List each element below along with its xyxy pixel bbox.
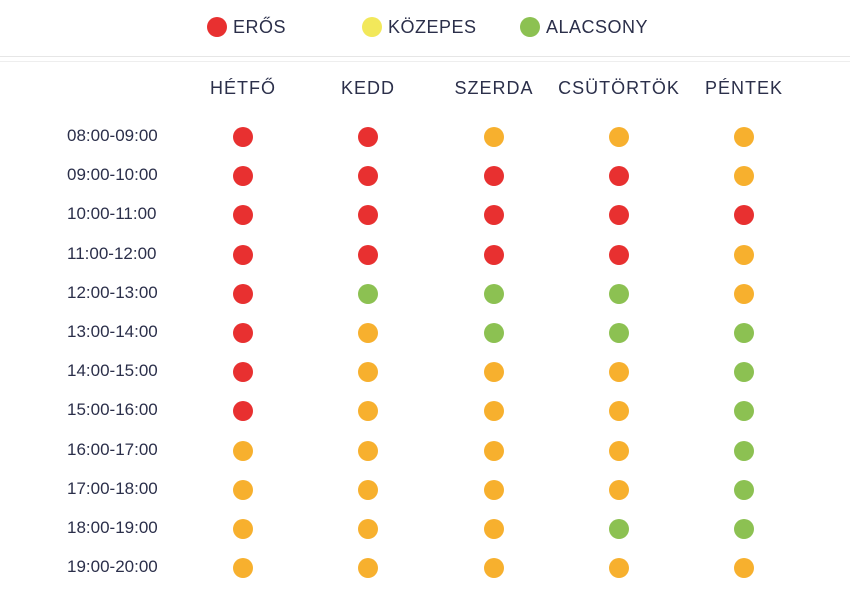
time-slot-label: 16:00-17:00 xyxy=(67,439,158,459)
level-dot-medium xyxy=(609,479,629,500)
level-dot-medium xyxy=(358,479,378,500)
level-dot-medium xyxy=(609,558,629,579)
level-dot-high xyxy=(358,205,378,226)
level-dot-medium xyxy=(233,558,253,579)
level-dot-medium xyxy=(609,127,629,147)
level-dot-medium xyxy=(484,519,504,539)
level-dot-low xyxy=(609,323,629,343)
level-dot-medium xyxy=(734,283,754,304)
legend-label-alacsony: ALACSONY xyxy=(546,16,649,37)
level-dot-low xyxy=(609,283,629,304)
legend-label-kozepes: KÖZEPES xyxy=(388,16,477,37)
level-dot-low xyxy=(734,479,754,500)
level-dot-high xyxy=(358,127,378,147)
day-header: HÉTFŐ xyxy=(210,78,276,98)
level-dot-low xyxy=(484,283,504,304)
level-dot-high xyxy=(734,205,754,226)
legend-item-kozepes: KÖZEPES xyxy=(362,14,477,40)
legend-dot-kozepes xyxy=(362,17,382,37)
level-dot-medium xyxy=(734,127,754,147)
legend-item-alacsony: ALACSONY xyxy=(520,14,648,40)
level-dot-high xyxy=(233,127,253,147)
level-dot-high xyxy=(358,166,378,187)
time-slot-label: 17:00-18:00 xyxy=(67,478,158,498)
level-dot-high xyxy=(233,205,253,226)
time-slot-label: 10:00-11:00 xyxy=(67,204,157,224)
level-dot-high xyxy=(609,166,629,187)
day-header: SZERDA xyxy=(454,78,534,98)
level-dot-medium xyxy=(358,558,378,579)
level-dot-medium xyxy=(484,440,504,461)
level-dot-medium xyxy=(484,401,504,422)
level-dot-high xyxy=(233,283,253,304)
time-slot-label: 13:00-14:00 xyxy=(67,322,158,341)
level-dot-medium xyxy=(609,440,629,461)
level-dot-medium xyxy=(484,479,504,500)
legend-dot-alacsony xyxy=(520,17,540,37)
level-dot-high xyxy=(233,401,253,422)
level-dot-medium xyxy=(358,362,378,383)
level-dot-medium xyxy=(358,323,378,343)
level-dot-medium xyxy=(358,401,378,422)
level-dot-medium xyxy=(358,440,378,461)
time-slot-label: 18:00-19:00 xyxy=(67,518,158,537)
level-dot-low xyxy=(734,323,754,343)
level-dot-high xyxy=(484,166,504,187)
level-dot-low xyxy=(734,519,754,539)
time-slot-label: 19:00-20:00 xyxy=(67,557,158,577)
time-slot-label: 09:00-10:00 xyxy=(67,165,158,185)
level-dot-high xyxy=(484,205,504,226)
level-dot-medium xyxy=(484,558,504,579)
level-dot-medium xyxy=(484,362,504,383)
level-dot-high xyxy=(358,244,378,265)
level-dot-medium xyxy=(734,166,754,187)
legend-dot-eros xyxy=(207,17,227,37)
legend-item-eros: ERŐS xyxy=(207,14,286,40)
level-dot-medium xyxy=(358,519,378,539)
level-dot-low xyxy=(734,440,754,461)
level-dot-medium xyxy=(609,401,629,422)
level-dot-high xyxy=(609,244,629,265)
level-dot-high xyxy=(233,244,253,265)
level-dot-low xyxy=(609,519,629,539)
level-dot-low xyxy=(358,283,378,304)
level-dot-high xyxy=(233,323,253,343)
level-dot-medium xyxy=(233,479,253,500)
level-dot-high xyxy=(609,205,629,226)
level-dot-high xyxy=(233,166,253,187)
day-header: PÉNTEK xyxy=(704,78,784,98)
legend: ERŐS KÖZEPES ALACSONY xyxy=(0,0,850,57)
day-header: KEDD xyxy=(340,78,396,98)
time-slot-label: 12:00-13:00 xyxy=(67,282,158,302)
level-dot-medium xyxy=(734,244,754,265)
day-header: CSÜTÖRTÖK xyxy=(558,78,680,98)
level-dot-medium xyxy=(734,558,754,579)
legend-label-eros: ERŐS xyxy=(233,16,287,37)
divider xyxy=(0,61,850,62)
time-slot-label: 08:00-09:00 xyxy=(67,126,158,145)
level-dot-medium xyxy=(484,127,504,147)
level-dot-medium xyxy=(609,362,629,383)
level-dot-low xyxy=(734,401,754,422)
time-slot-label: 15:00-16:00 xyxy=(67,400,158,420)
time-slot-label: 11:00-12:00 xyxy=(67,243,157,263)
time-slot-label: 14:00-15:00 xyxy=(67,361,158,381)
level-dot-medium xyxy=(233,440,253,461)
level-dot-high xyxy=(233,362,253,383)
level-dot-low xyxy=(734,362,754,383)
level-dot-medium xyxy=(233,519,253,539)
level-dot-high xyxy=(484,244,504,265)
level-dot-low xyxy=(484,323,504,343)
